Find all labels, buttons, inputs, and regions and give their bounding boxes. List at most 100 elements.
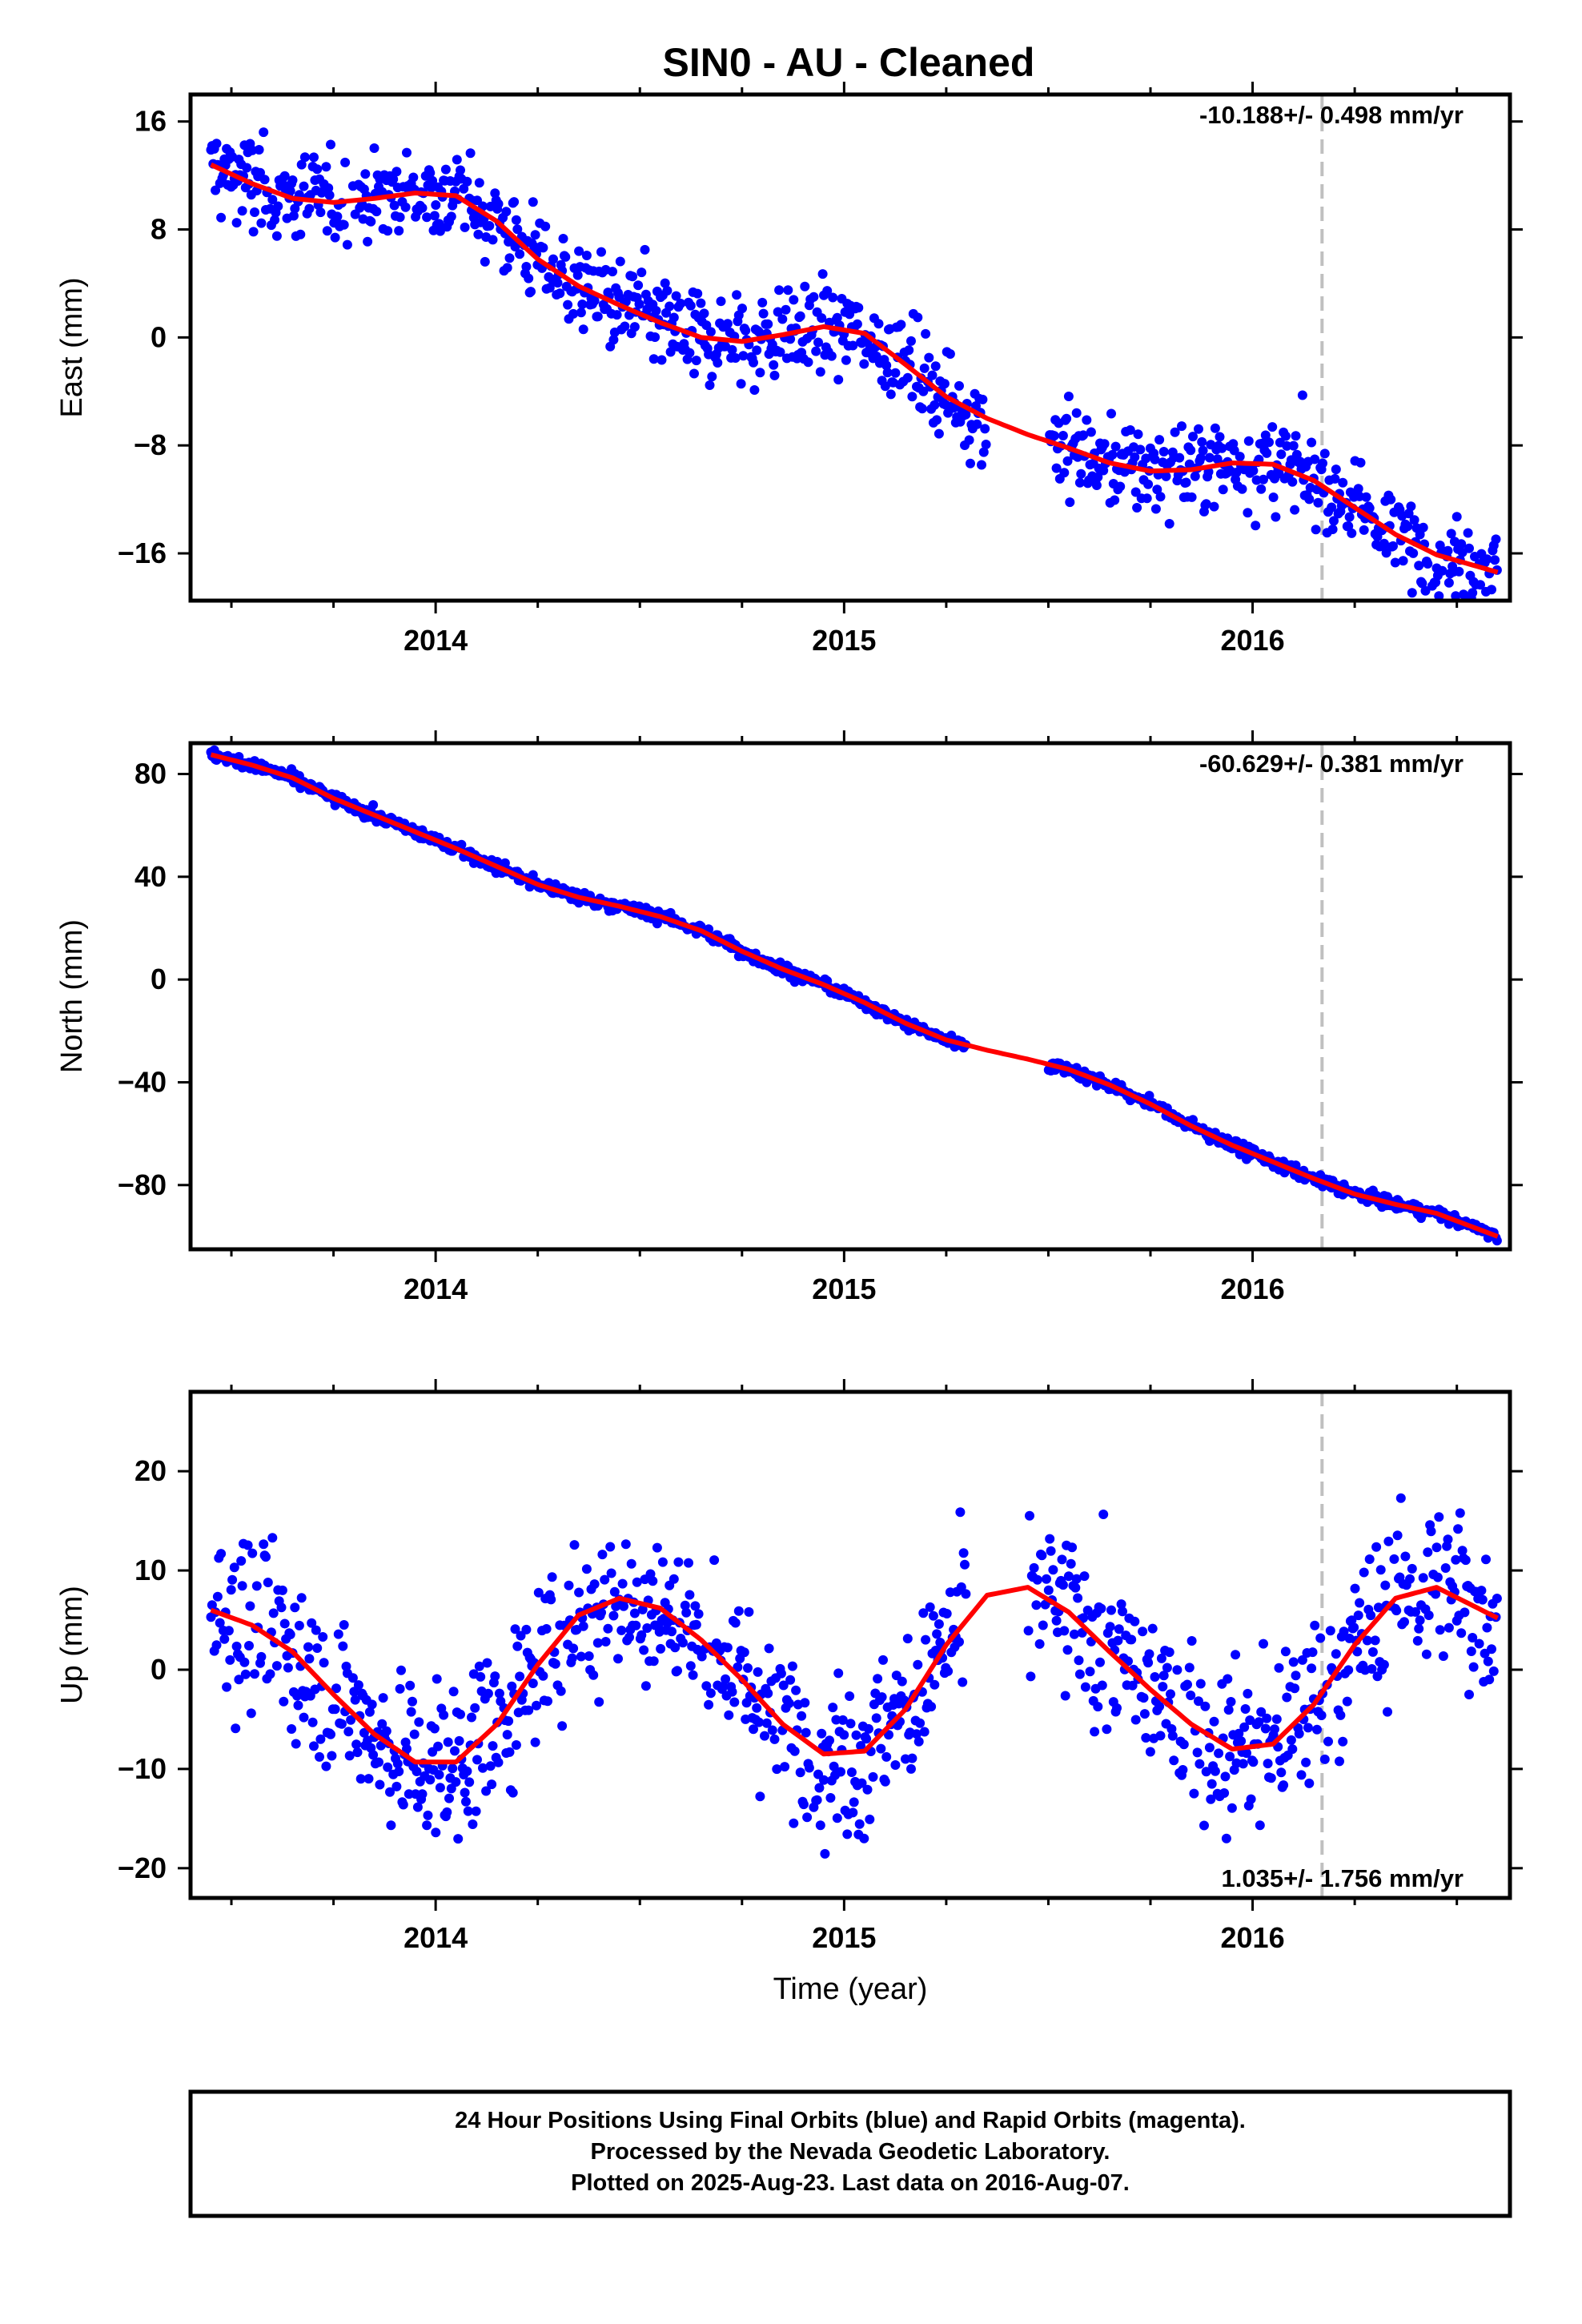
data-point bbox=[394, 226, 404, 236]
data-point bbox=[680, 1600, 690, 1610]
data-point bbox=[1227, 1803, 1237, 1813]
data-point bbox=[856, 1741, 866, 1751]
data-point bbox=[538, 1671, 548, 1681]
data-point bbox=[245, 1601, 255, 1611]
data-point bbox=[787, 1661, 797, 1671]
panel-up: 2014 2015 2016 20 10 0 −10 −20 Up (mm) 1.035+/- 1… bbox=[55, 1379, 1523, 2006]
data-point bbox=[1451, 1554, 1461, 1565]
data-point bbox=[1452, 512, 1462, 522]
data-point bbox=[502, 1730, 512, 1740]
data-point bbox=[1074, 1655, 1084, 1666]
data-point bbox=[1338, 1736, 1348, 1747]
rate-label: -60.629+/- 0.381 mm/yr bbox=[1199, 750, 1464, 778]
data-point bbox=[954, 1637, 964, 1647]
data-point bbox=[822, 286, 833, 296]
data-point bbox=[359, 1727, 369, 1738]
data-point bbox=[1371, 1542, 1382, 1552]
data-point bbox=[1414, 1623, 1424, 1634]
data-point bbox=[1476, 1586, 1487, 1596]
data-point bbox=[254, 145, 264, 155]
data-point bbox=[340, 157, 351, 167]
data-point bbox=[1400, 1551, 1411, 1562]
data-point bbox=[422, 1820, 432, 1831]
data-point bbox=[978, 447, 989, 457]
data-point bbox=[1043, 1585, 1054, 1595]
data-point bbox=[1150, 454, 1160, 464]
data-point bbox=[567, 1653, 577, 1663]
x-tick-label: 2014 bbox=[404, 624, 468, 657]
data-point bbox=[777, 314, 788, 324]
data-point bbox=[402, 147, 412, 158]
data-point bbox=[1343, 1665, 1354, 1675]
data-point bbox=[375, 1779, 385, 1790]
data-point bbox=[1403, 509, 1414, 519]
data-point bbox=[1174, 452, 1185, 463]
data-point bbox=[1355, 457, 1366, 468]
y-tick-label: −10 bbox=[118, 1752, 167, 1785]
data-point bbox=[547, 1572, 557, 1582]
data-point bbox=[290, 1602, 300, 1613]
data-point bbox=[1082, 415, 1092, 425]
data-point bbox=[500, 858, 510, 868]
data-point bbox=[836, 1767, 845, 1777]
data-point bbox=[1476, 580, 1485, 590]
data-point bbox=[1194, 424, 1203, 434]
data-point bbox=[468, 1819, 478, 1829]
data-point bbox=[873, 319, 884, 329]
data-point bbox=[1130, 487, 1141, 497]
data-point bbox=[842, 1829, 853, 1839]
data-point bbox=[538, 243, 548, 253]
data-point bbox=[1062, 456, 1073, 466]
data-point bbox=[1199, 1820, 1209, 1831]
data-point bbox=[685, 1661, 696, 1671]
data-point bbox=[1353, 1610, 1363, 1621]
data-point bbox=[859, 1833, 869, 1844]
data-point bbox=[919, 363, 930, 373]
data-point bbox=[1207, 1779, 1217, 1789]
data-point bbox=[406, 1707, 416, 1717]
data-point bbox=[1268, 493, 1279, 502]
data-point bbox=[326, 1729, 335, 1739]
rate-label: 1.035+/- 1.756 mm/yr bbox=[1222, 1864, 1464, 1892]
data-point bbox=[1195, 1759, 1205, 1769]
data-point bbox=[739, 1647, 749, 1658]
data-point bbox=[1243, 436, 1254, 446]
data-point bbox=[381, 1726, 391, 1736]
data-point bbox=[478, 1763, 488, 1773]
data-point bbox=[1242, 1748, 1251, 1759]
data-point bbox=[825, 1735, 834, 1746]
data-point bbox=[1097, 1680, 1107, 1691]
data-point bbox=[434, 219, 444, 229]
data-point bbox=[1223, 1705, 1234, 1715]
data-point bbox=[1482, 1622, 1492, 1633]
data-point bbox=[485, 1761, 496, 1771]
data-point bbox=[755, 368, 765, 378]
data-point bbox=[1327, 502, 1337, 513]
data-point bbox=[367, 1699, 377, 1710]
data-point bbox=[1456, 539, 1467, 549]
fit-line bbox=[210, 752, 1499, 1239]
data-point bbox=[1468, 1662, 1479, 1672]
data-point bbox=[1454, 566, 1464, 577]
data-point bbox=[837, 1715, 848, 1725]
data-point bbox=[828, 1703, 838, 1713]
data-point bbox=[1260, 1723, 1271, 1734]
data-point bbox=[568, 308, 579, 319]
data-point bbox=[1484, 605, 1493, 615]
data-point bbox=[287, 175, 298, 185]
data-point bbox=[1204, 1743, 1215, 1753]
data-point bbox=[1240, 1704, 1251, 1714]
data-point bbox=[431, 200, 441, 210]
data-point bbox=[211, 139, 222, 149]
data-point bbox=[1138, 1693, 1149, 1703]
data-point bbox=[1090, 1727, 1100, 1737]
data-point bbox=[1329, 516, 1339, 526]
data-point bbox=[1130, 452, 1140, 462]
data-point bbox=[572, 270, 583, 280]
data-point bbox=[811, 346, 821, 356]
data-point bbox=[389, 200, 400, 211]
rate-label: -10.188+/- 0.498 mm/yr bbox=[1199, 101, 1464, 129]
data-point bbox=[691, 1619, 701, 1630]
data-point bbox=[557, 1721, 568, 1731]
